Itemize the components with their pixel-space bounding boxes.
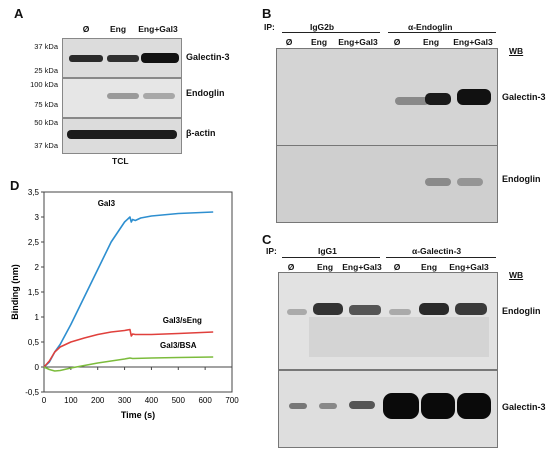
blot-label: β-actin	[186, 128, 216, 138]
ip-group: IgG2b	[310, 22, 335, 32]
ip-label: IP:	[264, 22, 275, 32]
group-bracket	[386, 257, 496, 258]
panel-a-lane-3: Eng+Gal3	[138, 24, 178, 34]
panel-c-letter: C	[262, 232, 272, 247]
y-tick-label: 3	[35, 213, 40, 222]
wb-label: WB	[509, 46, 524, 56]
blot-bands	[395, 89, 491, 105]
y-tick-label: 0	[35, 363, 40, 372]
panel-a-lane-1: Ø	[82, 24, 90, 34]
mw-marker: 50 kDa	[34, 118, 58, 127]
y-tick-label: 0,5	[28, 338, 40, 347]
series-label: Gal3/sEng	[163, 316, 202, 325]
x-tick-label: 600	[198, 396, 212, 405]
wb-label: WB	[509, 270, 524, 280]
y-tick-label: 1	[35, 313, 40, 322]
x-tick-label: 400	[145, 396, 159, 405]
blot-label: Galectin-3	[502, 402, 546, 412]
y-tick-label: 2	[35, 263, 40, 272]
mw-marker: 37 kDa	[34, 42, 58, 51]
blot-label: Galectin-3	[186, 52, 230, 62]
lane-label: Eng+Gal3	[338, 37, 378, 47]
lane-label: Eng	[420, 262, 438, 272]
x-tick-label: 700	[225, 396, 239, 405]
ip-label: IP:	[266, 246, 277, 256]
group-bracket	[282, 32, 380, 33]
blot-label: Endoglin	[186, 88, 225, 98]
group-bracket	[282, 257, 380, 258]
x-tick-label: 0	[42, 396, 47, 405]
lane-label: Eng	[310, 37, 328, 47]
blot-bands	[289, 393, 491, 419]
panel-a-footer: TCL	[112, 156, 129, 166]
ip-group: IgG1	[318, 246, 337, 256]
lane-label: Ø	[287, 262, 295, 272]
series-line	[43, 356, 214, 372]
blot-bands	[287, 303, 489, 357]
lane-label: Ø	[393, 37, 401, 47]
series-line	[43, 211, 214, 368]
y-tick-label: -0,5	[25, 388, 39, 397]
x-tick-label: 300	[118, 396, 132, 405]
group-bracket	[388, 32, 496, 33]
lane-label: Eng	[422, 37, 440, 47]
panel-d-letter: D	[10, 178, 20, 193]
series-label: Gal3	[98, 199, 116, 208]
ip-group: α-Galectin-3	[412, 246, 462, 256]
lane-label: Ø	[393, 262, 401, 272]
x-tick-label: 200	[91, 396, 105, 405]
lane-label: Eng+Gal3	[342, 262, 382, 272]
blot-bands	[69, 53, 179, 63]
y-tick-label: 2,5	[28, 238, 40, 247]
blot-label: Endoglin	[502, 174, 541, 184]
ip-group: α-Endoglin	[408, 22, 453, 32]
panel-b-letter: B	[262, 6, 272, 21]
y-axis-label: Binding (nm)	[10, 264, 20, 320]
panel-a-lane-2: Eng	[109, 24, 127, 34]
blot-galectin3-ip-galectin3	[278, 370, 498, 448]
y-tick-label: 3,5	[28, 188, 40, 197]
blot-bands	[67, 130, 177, 139]
lane-label: Eng+Gal3	[453, 37, 493, 47]
y-tick-label: 1,5	[28, 288, 40, 297]
series-line	[43, 328, 214, 368]
panel-a-letter: A	[14, 6, 24, 21]
x-axis-label: Time (s)	[121, 410, 155, 420]
mw-marker: 25 kDa	[34, 66, 58, 75]
lane-label: Eng	[316, 262, 334, 272]
blot-endoglin-ip-galectin3	[278, 272, 498, 370]
binding-chart: -0,500,511,522,533,50 100 200 300 400 500 600 7…	[10, 188, 239, 420]
blot-galectin3-ip-endoglin	[276, 48, 498, 146]
lane-label: Eng+Gal3	[449, 262, 489, 272]
mw-marker: 37 kDa	[34, 141, 58, 150]
mw-marker: 100 kDa	[30, 80, 58, 89]
series-label: Gal3/BSA	[160, 341, 197, 350]
blot-bands	[425, 178, 483, 186]
mw-marker: 75 kDa	[34, 100, 58, 109]
blot-actin-tcl	[62, 118, 182, 154]
blot-galectin3-tcl	[62, 38, 182, 78]
x-tick-label: 100	[64, 396, 78, 405]
blot-endoglin-tcl	[62, 78, 182, 118]
blot-bands	[107, 93, 175, 99]
plot-area	[43, 191, 233, 393]
blot-label: Endoglin	[502, 306, 541, 316]
blot-endoglin-ip-endoglin	[276, 145, 498, 223]
lane-label: Ø	[285, 37, 293, 47]
x-tick-label: 500	[172, 396, 186, 405]
blot-label: Galectin-3	[502, 92, 546, 102]
